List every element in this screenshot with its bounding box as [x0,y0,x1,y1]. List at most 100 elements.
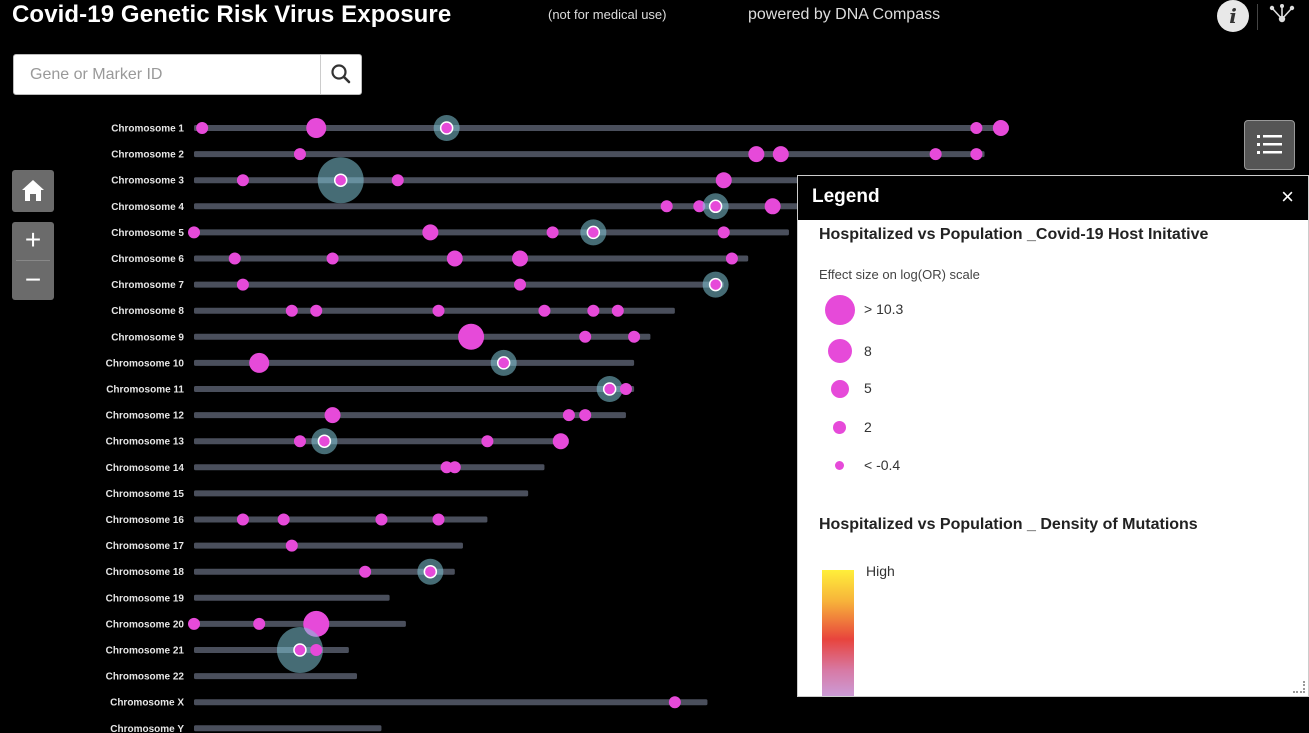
chromosome-bar[interactable] [194,542,463,549]
chromosome-bar[interactable] [194,203,830,210]
variant-marker[interactable] [586,225,601,240]
variant-marker[interactable] [772,146,789,163]
variant-marker[interactable] [285,539,298,552]
home-button[interactable] [12,170,54,212]
variant-marker[interactable] [188,617,200,630]
variant-marker[interactable] [970,148,983,161]
variant-marker[interactable] [708,277,723,292]
variant-marker[interactable] [970,122,983,134]
variant-marker[interactable] [249,352,270,373]
chromosome-bar[interactable] [194,177,846,184]
legend-toggle-button[interactable] [1244,120,1295,170]
variant-marker[interactable] [236,278,249,291]
variant-marker[interactable] [708,199,723,214]
chromosome-bar[interactable] [194,568,455,575]
variant-marker[interactable] [293,148,306,161]
search-input[interactable] [14,55,320,94]
chromosome-bar[interactable] [194,255,749,262]
chromosome-bar[interactable] [194,490,529,497]
variant-marker[interactable] [512,250,528,267]
chromosome-bar[interactable] [194,464,545,471]
variant-marker[interactable] [628,330,641,343]
chromosome-bar[interactable] [194,725,382,732]
zoom-out-button[interactable]: − [24,264,42,295]
variant-marker[interactable] [375,513,388,526]
chromosome-bar[interactable] [194,594,390,601]
chromosome-label: Chromosome 6 [111,254,184,265]
variant-marker[interactable] [619,383,632,395]
variant-marker[interactable] [326,252,339,265]
chromosome-bar[interactable] [194,386,635,392]
variant-marker[interactable] [715,172,732,189]
variant-marker[interactable] [324,407,341,424]
chromosome-bar[interactable] [194,125,1009,131]
variant-marker[interactable] [293,643,307,657]
variant-marker[interactable] [422,224,439,241]
variant-marker[interactable] [764,198,781,215]
variant-marker[interactable] [423,564,438,579]
chromosome-bar[interactable] [194,620,406,627]
chromosome-bar[interactable] [194,151,985,158]
chromosome-bar[interactable] [194,229,789,236]
variant-marker[interactable] [611,304,624,317]
variant-marker[interactable] [333,173,348,187]
variant-marker[interactable] [725,252,738,265]
variant-marker[interactable] [391,174,404,187]
variant-marker[interactable] [579,330,592,343]
share-button[interactable] [1266,2,1298,30]
search-button[interactable] [320,55,362,94]
chromosome-bar[interactable] [194,516,488,523]
variant-marker[interactable] [602,382,617,396]
variant-marker[interactable] [717,226,730,239]
zoom-in-button[interactable]: + [24,224,42,255]
close-icon[interactable]: × [1281,184,1294,209]
chromosome-bar[interactable] [194,673,357,680]
variant-marker[interactable] [277,513,290,526]
variant-marker[interactable] [196,122,209,134]
variant-marker[interactable] [458,323,485,350]
variant-marker[interactable] [285,304,298,317]
variant-marker[interactable] [562,409,575,422]
chromosome-bar[interactable] [194,699,708,706]
chromosome-bar[interactable] [194,438,569,445]
variant-marker[interactable] [992,120,1009,136]
variant-marker[interactable] [481,435,494,448]
variant-marker[interactable] [448,461,461,474]
variant-marker[interactable] [668,696,681,709]
variant-marker[interactable] [253,617,266,630]
variant-marker[interactable] [306,118,327,138]
variant-marker[interactable] [546,226,559,239]
variant-marker[interactable] [310,304,323,317]
chromosome-bar[interactable] [194,412,626,419]
variant-marker[interactable] [514,278,526,291]
chromosome-bar[interactable] [194,333,651,340]
variant-marker[interactable] [432,513,445,526]
variant-marker[interactable] [929,148,942,161]
info-button[interactable]: i [1217,0,1249,32]
chromosome-bar[interactable] [194,647,349,653]
chromosome-bar[interactable] [194,281,724,288]
variant-marker[interactable] [552,433,569,450]
variant-marker[interactable] [446,250,463,267]
variant-marker[interactable] [236,174,249,187]
variant-marker[interactable] [359,565,372,578]
variant-marker[interactable] [236,513,249,526]
variant-marker[interactable] [310,644,323,656]
variant-marker[interactable] [693,200,706,213]
variant-marker[interactable] [748,146,765,163]
variant-marker[interactable] [432,304,445,317]
variant-marker[interactable] [439,121,454,135]
chromosome-label: Chromosome 8 [111,306,184,317]
variant-marker[interactable] [538,304,551,317]
chromosome-track: Chromosome 7 [111,271,729,298]
variant-marker[interactable] [293,435,306,448]
variant-marker[interactable] [660,200,673,213]
variant-marker[interactable] [188,226,200,239]
variant-marker[interactable] [587,304,600,317]
variant-marker[interactable] [579,409,592,422]
chromosome-bar[interactable] [194,359,635,366]
variant-marker[interactable] [228,252,241,265]
resize-handle[interactable] [1293,681,1305,693]
variant-marker[interactable] [496,356,511,370]
variant-marker[interactable] [317,434,332,448]
